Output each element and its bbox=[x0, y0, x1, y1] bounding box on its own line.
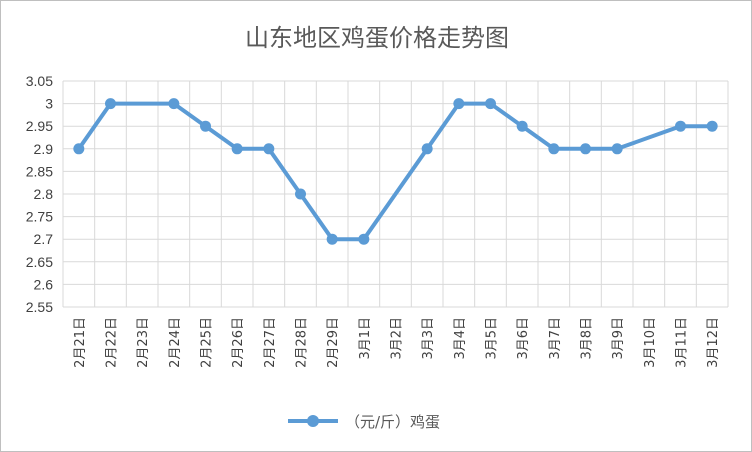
y-tick-label: 2.9 bbox=[34, 141, 54, 157]
x-tick-label: 2月22日 bbox=[105, 317, 120, 368]
x-tick-label: 2月29日 bbox=[326, 317, 341, 368]
x-tick-label: 3月11日 bbox=[675, 317, 690, 368]
x-tick-label: 2月26日 bbox=[231, 317, 246, 368]
data-point bbox=[326, 233, 338, 245]
x-tick-label: 2月25日 bbox=[200, 317, 215, 368]
x-tick-label: 3月9日 bbox=[611, 317, 626, 360]
data-point bbox=[295, 188, 306, 200]
data-point bbox=[358, 233, 370, 245]
y-tick-label: 2.55 bbox=[26, 299, 53, 315]
data-point bbox=[105, 98, 116, 110]
data-point bbox=[516, 120, 528, 132]
x-tick-label: 3月7日 bbox=[548, 317, 563, 360]
data-point bbox=[611, 143, 623, 155]
x-tick-label: 2月23日 bbox=[136, 317, 151, 368]
data-point bbox=[706, 120, 718, 132]
data-point bbox=[168, 98, 180, 110]
x-axis: 2月21日 2月22日 2月23日 2月24日 2月25日 2月26日 2月27日 2月28日… bbox=[73, 317, 721, 368]
series-layer bbox=[73, 98, 718, 245]
data-point bbox=[485, 98, 496, 110]
y-tick-label: 2.95 bbox=[26, 118, 53, 134]
data-point bbox=[453, 98, 465, 110]
data-point bbox=[73, 143, 85, 155]
y-tick-label: 3.05 bbox=[26, 73, 53, 89]
x-tick-label: 3月6日 bbox=[516, 317, 531, 360]
data-point bbox=[675, 120, 686, 132]
gridlines bbox=[62, 80, 729, 308]
data-point bbox=[548, 143, 560, 155]
y-axis: 3.05 3 2.95 2.9 2.85 2.8 2.75 2.7 2.65 2.6 2.55 bbox=[26, 73, 53, 315]
x-tick-label: 3月5日 bbox=[485, 317, 500, 360]
x-tick-label: 3月2日 bbox=[390, 317, 405, 360]
y-tick-label: 2.75 bbox=[26, 209, 53, 225]
x-tick-label: 3月1日 bbox=[358, 317, 373, 360]
legend-marker bbox=[307, 415, 319, 427]
legend: （元/斤）鸡蛋 bbox=[288, 413, 440, 431]
data-point bbox=[231, 143, 243, 155]
x-tick-label: 3月12日 bbox=[706, 317, 721, 368]
y-tick-label: 2.65 bbox=[26, 254, 53, 270]
y-tick-label: 3 bbox=[45, 96, 53, 112]
data-point bbox=[263, 143, 275, 155]
y-tick-label: 2.7 bbox=[34, 231, 54, 247]
chart-title: 山东地区鸡蛋价格走势图 bbox=[245, 24, 509, 52]
x-tick-label: 3月3日 bbox=[421, 317, 436, 360]
y-tick-label: 2.85 bbox=[26, 163, 53, 179]
data-point bbox=[200, 120, 211, 132]
y-tick-label: 2.8 bbox=[34, 186, 54, 202]
x-tick-label: 2月28日 bbox=[295, 317, 310, 368]
x-tick-label: 3月10日 bbox=[643, 317, 658, 368]
x-tick-label: 3月4日 bbox=[453, 317, 468, 360]
x-tick-label: 2月24日 bbox=[168, 317, 183, 368]
y-tick-label: 2.6 bbox=[34, 276, 54, 292]
x-tick-label: 2月27日 bbox=[263, 317, 278, 368]
x-tick-label: 3月8日 bbox=[580, 317, 595, 360]
data-point bbox=[580, 143, 591, 155]
data-point bbox=[421, 143, 433, 155]
legend-label: （元/斤）鸡蛋 bbox=[345, 413, 440, 431]
x-tick-label: 2月21日 bbox=[73, 317, 88, 368]
